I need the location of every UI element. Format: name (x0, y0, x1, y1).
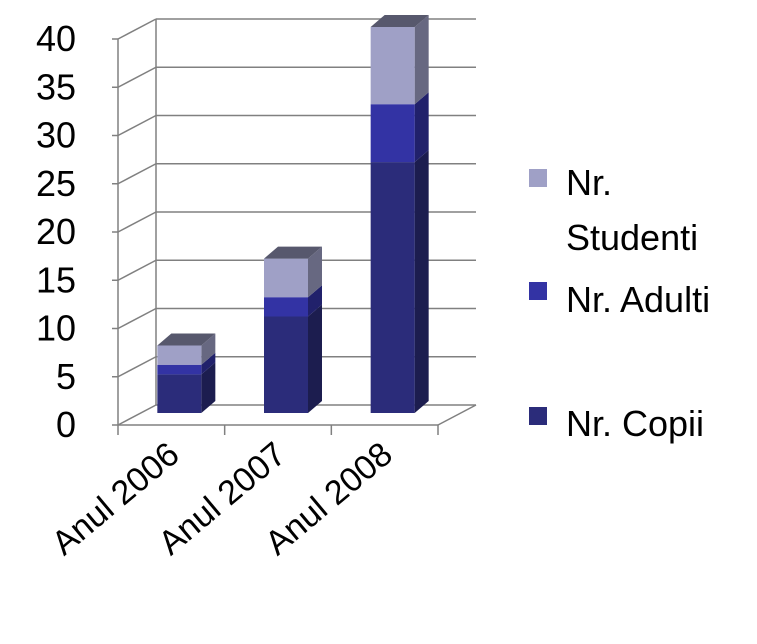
bar-side-0-2 (201, 333, 216, 365)
legend-swatch-0 (529, 169, 547, 187)
bar-top-1 (264, 246, 322, 259)
bar-segment-1-1 (264, 297, 308, 317)
bar-segment-1-2 (264, 258, 308, 298)
bar-stack-2 (370, 15, 429, 413)
bar-segment-0-1 (157, 364, 202, 375)
bar-segment-1-0 (264, 316, 308, 413)
y-tick-label-20: 20 (36, 211, 76, 252)
gridline-side-20 (117, 211, 157, 233)
gridline-side-35 (117, 66, 157, 88)
axes (112, 38, 477, 435)
legend-swatch-2 (529, 407, 547, 425)
gridline-side-25 (117, 163, 157, 185)
gridline-side-15 (117, 259, 157, 281)
bars (157, 15, 429, 413)
bar-side-1-2 (308, 246, 322, 298)
bar-stack-1 (264, 246, 322, 413)
gridline-side-40 (117, 18, 157, 40)
y-tick-label-10: 10 (36, 308, 76, 349)
y-tick-label-15: 15 (36, 259, 76, 300)
bar-side-0-0 (201, 362, 216, 413)
floor-right-edge (437, 404, 477, 426)
legend-label-0-0: Nr. (566, 162, 612, 203)
y-tick-label-25: 25 (36, 163, 76, 204)
bar-side-2-0 (414, 150, 429, 413)
bar-side-1-1 (308, 285, 322, 317)
y-tick-labels: 0 5 10 15 20 25 30 35 40 (36, 18, 76, 445)
legend-label-2-0: Nr. Copii (566, 403, 704, 444)
y-tick-label-35: 35 (36, 66, 76, 107)
bar-segment-0-0 (157, 374, 202, 413)
gridline-side-30 (117, 114, 157, 137)
bar-side-2-1 (414, 92, 429, 163)
bar-segment-2-2 (370, 27, 415, 105)
gridline-side-10 (117, 307, 157, 330)
legend-swatch-1 (529, 282, 547, 300)
y-tick-label-0: 0 (56, 404, 76, 445)
y-tick-label-40: 40 (36, 18, 76, 59)
bar-side-1-0 (308, 304, 322, 413)
legend-label-1-0: Nr. Adulti (566, 279, 710, 320)
bar-segment-0-2 (157, 345, 202, 365)
bar-side-2-2 (414, 15, 429, 105)
legend: Nr. Studenti Nr. Adulti Nr. Copii (529, 162, 710, 444)
bar-stack-0 (157, 333, 216, 413)
y-tick-label-5: 5 (56, 356, 76, 397)
gridline-side-0 (117, 404, 157, 426)
y-tick-label-30: 30 (36, 115, 76, 156)
bar-segment-2-0 (370, 162, 415, 413)
bar-top-0 (157, 333, 216, 346)
bar-top-2 (370, 15, 429, 27)
bar-segment-2-1 (370, 104, 415, 163)
bar-side-0-1 (201, 352, 216, 375)
gridline-side-5 (117, 356, 157, 378)
legend-label-0-1: Studenti (566, 217, 698, 258)
